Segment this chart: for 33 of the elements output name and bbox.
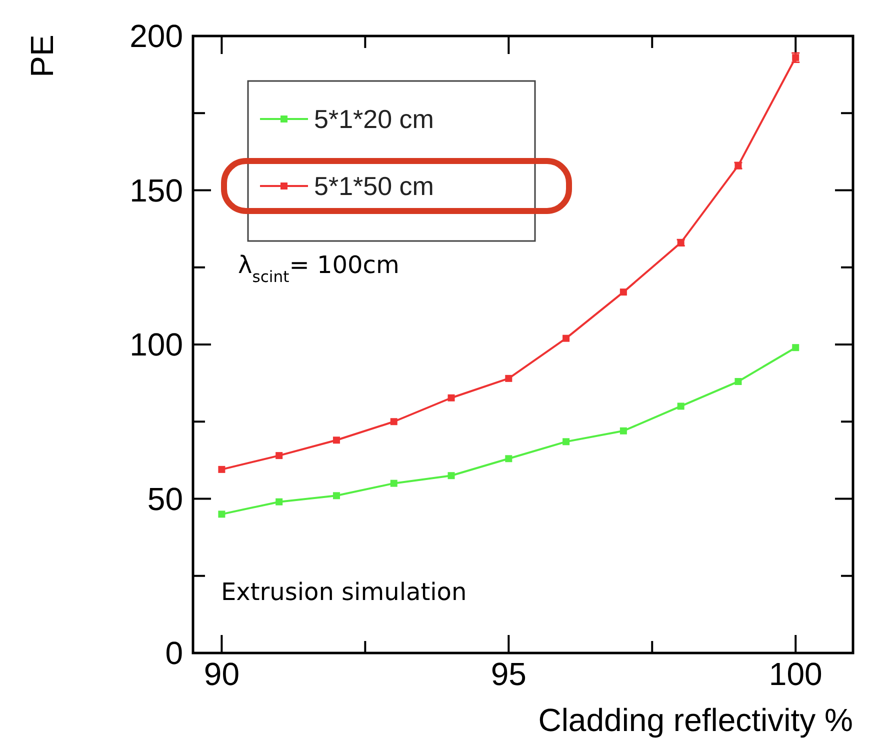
point	[448, 394, 455, 402]
x-tick-label: 90	[204, 656, 240, 692]
point	[677, 402, 684, 410]
annotation: λ$_{scint}$= 100cm	[238, 251, 400, 286]
annotation: Extrusion simulation	[221, 578, 467, 606]
point	[390, 480, 398, 487]
point	[390, 418, 398, 426]
point	[276, 452, 283, 460]
x-tick-label: 100	[768, 656, 822, 692]
y-tick-label: 150	[130, 172, 183, 208]
y-tick-label: 50	[147, 480, 183, 517]
point	[505, 455, 512, 462]
point	[562, 334, 570, 342]
y-tick-label: 0	[165, 635, 183, 672]
x-tick-label: 95	[490, 656, 526, 692]
legend-label: 5*1*20 cm	[314, 104, 434, 134]
point	[332, 492, 340, 500]
point	[218, 510, 226, 518]
point	[218, 466, 226, 473]
y-tick-label: 200	[130, 18, 183, 54]
point	[505, 374, 512, 382]
y-axis-title: PE	[24, 34, 60, 78]
point	[620, 288, 627, 296]
point	[276, 498, 283, 506]
point	[332, 436, 340, 444]
point	[734, 378, 742, 386]
legend-label: 5*1*50 cm	[314, 171, 434, 202]
point	[562, 438, 570, 446]
x-axis-title: Cladding reflectivity %	[538, 702, 853, 738]
point	[620, 427, 627, 434]
y-tick-label: 100	[130, 326, 183, 363]
point	[448, 472, 455, 480]
point	[792, 344, 800, 352]
